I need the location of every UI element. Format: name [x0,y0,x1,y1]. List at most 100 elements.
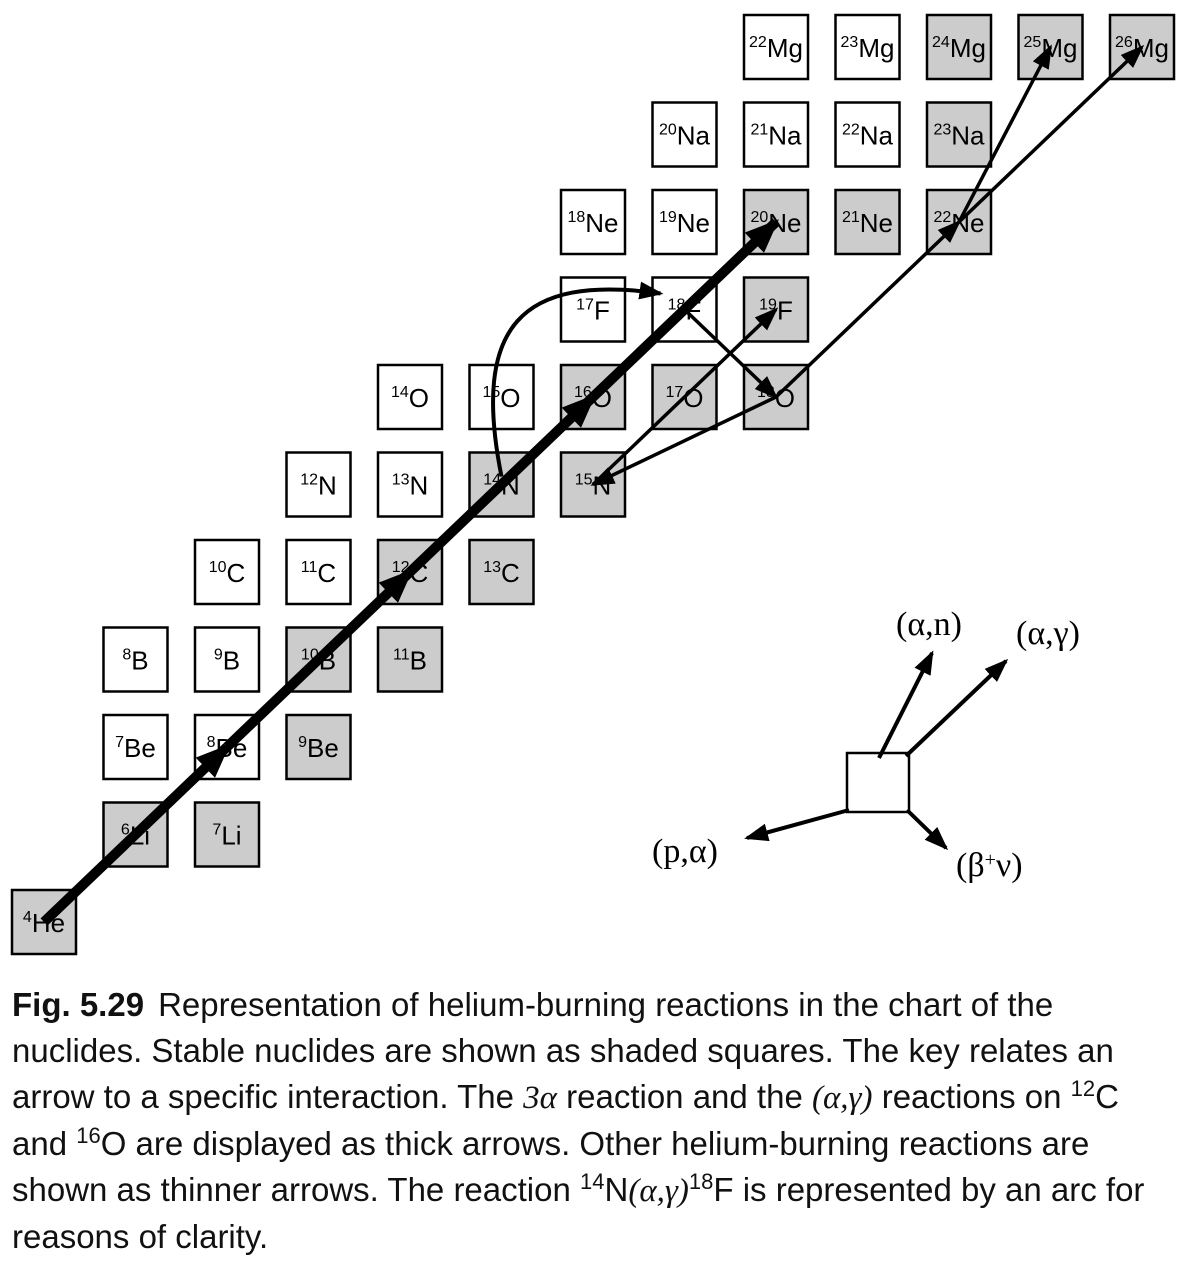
key-label-alpha-gamma: (α,γ) [1016,615,1080,652]
mass-number: 8 [207,734,216,751]
nuclide-c-10: 10C [193,538,261,606]
element-symbol: Na [951,121,985,151]
mass-number: 23 [933,122,951,139]
nuclide-label: 17O [665,383,703,413]
element-symbol: Li [221,821,241,851]
element-symbol: Mg [1041,33,1077,63]
reaction-arrows [40,44,1145,926]
mass-number: 14 [391,384,409,401]
mass-number: 20 [659,122,677,139]
unstable-nuclide-cell [468,363,535,431]
mass-number: 20 [750,209,768,226]
element-symbol: B [410,646,427,676]
caption-math-alpha-gamma-2: (α,γ) [628,1173,689,1209]
stable-nuclide-cell [376,626,444,693]
unstable-nuclide-cell [742,101,810,168]
stable-nuclide-cell [834,188,901,256]
stable-nuclide-cell [285,713,352,781]
element-symbol: Ne [677,208,710,238]
mass-number: 18 [567,209,585,226]
mass-number: 26 [1115,34,1133,51]
nuclide-ne-18: 18Ne [559,188,627,256]
element-symbol: N [410,471,429,501]
nuclide-label: 24Mg [932,33,986,63]
element-symbol: C [317,558,336,588]
caption-text-5: O are displayed as thick arrows. Other h… [12,1125,1090,1208]
stable-nuclide-cell [193,801,261,868]
nuclide-mg-22: 22Mg [742,13,810,81]
nuclide-label: 12N [300,471,337,501]
nuclide-n-12: 12N [285,451,352,518]
nuclide-na-22: 22Na [834,101,901,168]
mass-number: 22 [842,122,860,139]
nuclide-label: 21Ne [842,208,893,238]
caption-sup-16: 16 [76,1123,101,1148]
mass-number: 6 [121,822,130,839]
nuclide-label: 17F [576,296,610,326]
reaction-arrow-n14-to-f18 [491,281,664,477]
nuclide-li-7: 7Li [193,801,261,868]
nuclide-be-7: 7Be [102,713,169,781]
unstable-nuclide-cell [102,713,169,781]
key-label-alpha-n: (α,n) [896,606,962,643]
reaction-key: (α,n) (α,γ) (p,α) (β+ν) [652,606,1080,884]
nuclide-chart-diagram: 4He6Li7Li7Be8Be9Be8B9B10B11B10C11C12C13C… [10,13,1176,956]
reaction-arrow-be8-to-c12 [223,568,414,751]
mass-number: 13 [483,559,501,576]
unstable-nuclide-cell [193,626,261,693]
mass-number: 9 [214,647,223,664]
element-symbol: C [227,558,246,588]
nuclide-label: 14O [391,383,429,413]
unstable-nuclide-cell [285,538,352,606]
element-symbol: Mg [767,33,803,63]
reaction-arrow-o18-to-ne22 [774,219,962,399]
unstable-nuclide-cell [651,188,718,256]
mass-number: 8 [122,647,131,664]
caption-text-4: C and [12,1078,1119,1162]
nuclide-label: 11C [301,558,336,588]
nuclide-b-11: 11B [376,626,444,693]
nuclide-label: 18Ne [567,208,618,238]
unstable-nuclide-cell [376,451,444,518]
key-arrow-beta-nu [905,808,949,851]
element-symbol: F [594,296,610,326]
mass-number: 13 [392,472,410,489]
unstable-nuclide-cell [742,13,810,81]
mass-number: 21 [750,122,768,139]
unstable-nuclide-cell [651,101,718,168]
element-symbol: Na [860,121,894,151]
caption-sup-12: 12 [1070,1076,1096,1101]
mass-number: 11 [393,647,410,664]
element-symbol: Na [768,121,802,151]
element-symbol: Ne [860,208,893,238]
nuclide-n-13: 13N [376,451,444,518]
caption-math-3alpha: 3α [523,1080,557,1116]
nuclide-label: 22Mg [749,33,803,63]
element-symbol: N [318,471,337,501]
nuclide-label: 7Li [212,821,241,851]
caption-text-3: reactions on [872,1078,1071,1115]
key-label-beta-nu: (β+ν) [956,847,1023,884]
element-symbol: Mg [1133,33,1169,63]
reaction-arrow-he4-to-be8 [40,743,231,926]
nuclide-b-8: 8B [102,626,169,693]
key-arrow-alpha-n [877,650,934,759]
mass-number: 7 [212,822,221,839]
caption-text-6: N [604,1171,629,1208]
mass-number: 15 [482,384,500,401]
unstable-nuclide-cell [102,626,169,693]
mass-number: 15 [575,472,593,489]
element-symbol: C [501,558,520,588]
nuclide-label: 8B [122,646,148,676]
mass-number: 11 [301,559,318,576]
caption-sup-14: 14 [580,1169,605,1194]
reaction-arrow-ne22-to-mg26 [957,44,1145,224]
nuclide-label: 19Ne [659,208,710,238]
nuclide-f-17: 17F [559,276,627,343]
nuclide-label: 23Mg [841,33,895,63]
mass-number: 23 [841,34,859,51]
key-box [845,751,911,814]
nuclide-o-14: 14O [376,363,444,431]
nuclide-mg-24: 24Mg [925,13,993,81]
element-symbol: F [777,296,793,326]
